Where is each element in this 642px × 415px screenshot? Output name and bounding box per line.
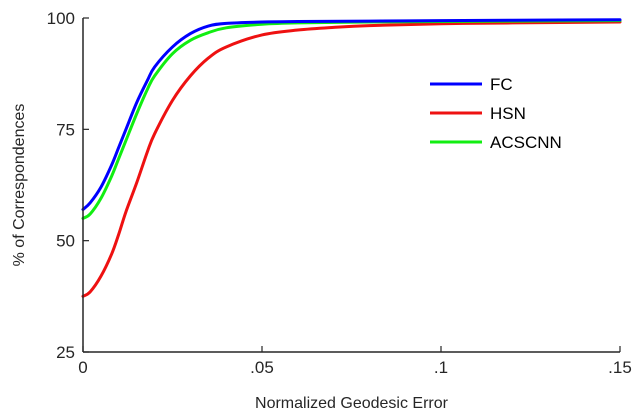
x-axis-ticks: 0 .05 .1 .15 <box>78 346 632 377</box>
y-tick-label: 100 <box>47 9 75 28</box>
y-axis-title: % of Correspondences <box>11 104 28 267</box>
y-tick-label: 25 <box>56 343 75 362</box>
axes-layer <box>82 18 620 353</box>
series-line-fc <box>81 18 622 211</box>
series-line-hsn <box>81 20 622 298</box>
legend-label-hsn: HSN <box>490 104 526 123</box>
y-tick-label: 50 <box>56 232 75 251</box>
x-tick-label: .15 <box>608 358 632 377</box>
series-line-acscnn <box>81 19 622 220</box>
x-tick-label: .1 <box>434 358 448 377</box>
series-layer <box>81 18 622 298</box>
x-axis-title: Normalized Geodesic Error <box>255 395 449 412</box>
legend-label-acscnn: ACSCNN <box>490 133 562 152</box>
y-axis-ticks: 25 50 75 100 <box>47 9 89 362</box>
legend-label-fc: FC <box>490 75 513 94</box>
legend: FC HSN ACSCNN <box>430 75 562 152</box>
x-tick-label: 0 <box>78 358 87 377</box>
y-tick-label: 75 <box>56 120 75 139</box>
x-tick-label: .05 <box>250 358 274 377</box>
